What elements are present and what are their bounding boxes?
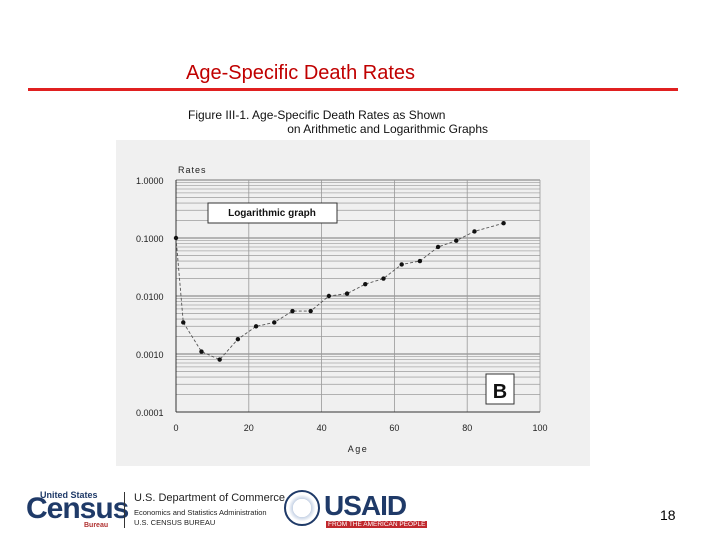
x-tick-label: 20 [244,423,254,433]
x-tick-label: 0 [173,423,178,433]
annotation-label: Logarithmic graph [228,208,316,219]
figure-caption-line2: on Arithmetic and Logarithmic Graphs [287,122,488,136]
y-tick-label: 0.1000 [136,234,164,244]
data-point [181,320,186,325]
x-tick-label: 60 [389,423,399,433]
x-tick-label: 40 [317,423,327,433]
data-point [308,308,313,314]
data-point [199,349,204,354]
data-point [173,235,179,241]
data-point [417,258,423,264]
data-point [435,244,441,250]
data-point [501,220,506,226]
commerce-line1: U.S. Department of Commerce [134,492,285,504]
data-point [272,320,277,325]
annotation-box [207,202,338,224]
title-rule [28,88,678,91]
commerce-line3: U.S. CENSUS BUREAU [134,518,216,527]
x-tick-label: 80 [462,423,472,433]
data-point [290,308,295,314]
usaid-logo-tagline: FROM THE AMERICAN PEOPLE [326,521,428,528]
x-tick-label: 100 [532,423,547,433]
footer-divider [124,492,125,528]
death-rate-chart: 1.0000 0.1000 0.0100 0.0010 0.0001 0 20 40 60 80 1… [136,165,548,454]
y-tick-label: 0.0010 [136,350,164,360]
census-logo-bureau: Bureau [84,522,109,529]
data-point [381,276,386,281]
panel-label: B [493,381,507,403]
panel-label-box [485,373,515,405]
census-logo-word: Census [26,492,129,525]
data-point [217,357,222,362]
data-point [472,229,477,234]
data-point [326,293,332,299]
data-point [454,238,459,243]
y-axis-label: Rates [178,165,207,175]
figure-caption-line1: Figure III-1. Age-Specific Death Rates a… [188,108,446,122]
data-point [235,336,241,342]
page-number: 18 [660,507,676,523]
commerce-line2: Economics and Statistics Administration [134,508,267,517]
y-tick-label: 0.0001 [136,408,164,418]
y-tick-label: 1.0000 [136,176,164,186]
usaid-logo-word: USAID [324,490,407,521]
y-tick-label: 0.0100 [136,292,164,302]
usaid-seal-icon [284,490,320,526]
data-point [399,262,404,267]
figure-caption: Figure III-1. Age-Specific Death Rates a… [188,108,488,136]
census-logo-small: United States [40,490,98,500]
data-point [344,291,350,296]
slide-title: Age-Specific Death Rates [186,62,416,84]
x-axis-label: Age [348,444,369,454]
data-point [253,324,259,329]
data-point [363,281,368,287]
